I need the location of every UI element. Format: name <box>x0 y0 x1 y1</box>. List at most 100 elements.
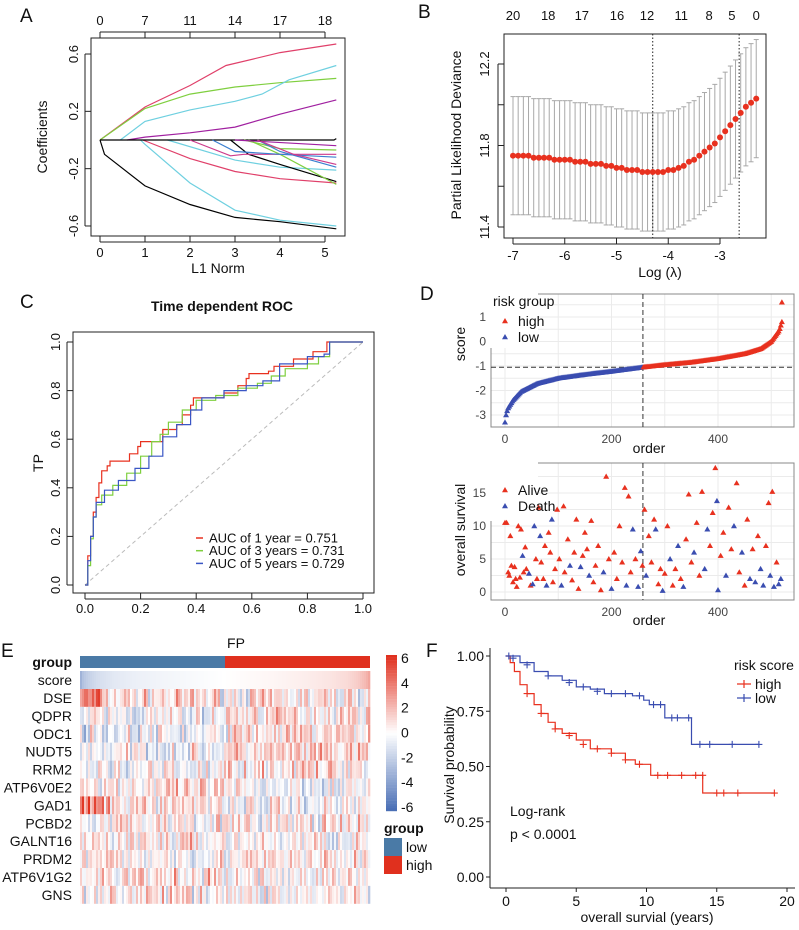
heatmap-cell <box>338 850 341 868</box>
heatmap-cell <box>284 832 287 851</box>
heatmap-cell <box>166 850 169 868</box>
heatmap-cell <box>212 760 215 779</box>
heatmap-cell <box>126 689 129 707</box>
survival-point-alive <box>619 559 626 565</box>
heatmap-cell <box>208 778 211 797</box>
heatmap-cell <box>272 850 275 868</box>
heatmap-cell <box>98 689 101 707</box>
heatmap-cell <box>342 706 345 725</box>
heatmap-cell <box>98 706 101 725</box>
heatmap-cell <box>128 760 131 779</box>
colorbar-segment <box>386 727 397 731</box>
heatmap-cell <box>304 885 307 904</box>
colorbar-segment <box>386 657 397 661</box>
heatmap-cell <box>198 724 201 743</box>
heatmap-cell <box>116 778 119 797</box>
chart-title: Time dependent ROC <box>151 298 293 314</box>
heatmap-cell <box>204 814 207 833</box>
heatmap-cell <box>288 814 291 833</box>
heatmap-cell <box>368 724 371 743</box>
survival-point-death <box>713 497 720 504</box>
heatmap-cell <box>262 742 265 761</box>
heatmap-cell <box>94 885 97 904</box>
heatmap-cell <box>136 814 139 833</box>
heatmap-cell <box>298 796 301 815</box>
coefficient-path-4 <box>99 139 337 230</box>
heatmap-cell <box>296 742 299 761</box>
heatmap-cell <box>336 742 339 761</box>
heatmap-cell <box>192 885 195 904</box>
score-cell <box>322 671 325 689</box>
colorbar-segment <box>386 655 397 658</box>
heatmap-cell <box>218 814 221 833</box>
heatmap-cell <box>140 742 143 761</box>
censor-mark <box>720 789 728 797</box>
heatmap-cell <box>340 814 343 833</box>
heatmap-cell <box>316 868 319 886</box>
heatmap-cell <box>214 796 217 815</box>
heatmap-cell <box>132 724 135 743</box>
heatmap-cell <box>154 832 157 851</box>
heatmap-cell <box>188 742 191 761</box>
heatmap-cell <box>94 724 97 743</box>
score-cell <box>232 671 235 689</box>
heatmap-cell <box>188 760 191 779</box>
heatmap-cell <box>342 885 345 904</box>
heatmap-cell <box>332 832 335 851</box>
heatmap-cell <box>94 814 97 833</box>
heatmap-cell <box>86 868 89 886</box>
heatmap-cell <box>110 796 113 815</box>
heatmap-cell <box>146 706 149 725</box>
score-cell <box>274 671 277 689</box>
heatmap-cell <box>240 742 243 761</box>
heatmap-cell <box>310 706 313 725</box>
heatmap-cell <box>212 796 215 815</box>
heatmap-cell <box>366 760 369 779</box>
panel-label-d: D <box>420 284 434 305</box>
heatmap-cell <box>366 850 369 868</box>
heatmap-cell <box>248 706 251 725</box>
heatmap-cell <box>198 689 201 707</box>
heatmap-cell <box>180 885 183 904</box>
heatmap-cell <box>304 724 307 743</box>
censor-mark <box>621 690 629 698</box>
colorbar-segment <box>386 673 397 676</box>
heatmap-cell <box>140 814 143 833</box>
deviance-point <box>525 152 532 159</box>
survival-point-death <box>531 523 538 529</box>
heatmap-cell <box>330 814 333 833</box>
heatmap-cell <box>138 778 141 797</box>
heatmap-cell <box>236 796 239 815</box>
legend-marker <box>502 318 508 324</box>
heatmap-cell <box>96 760 99 779</box>
heatmap-cell <box>82 832 85 851</box>
heatmap-cell <box>280 706 283 725</box>
heatmap-cell <box>194 760 197 779</box>
heatmap-cell <box>338 796 341 815</box>
heatmap-cell <box>326 724 329 743</box>
heatmap-cell <box>290 706 293 725</box>
deviance-point <box>608 162 615 169</box>
heatmap-cell <box>202 778 205 797</box>
heatmap-cell <box>112 689 115 707</box>
heatmap-cell <box>296 778 299 797</box>
heatmap-cell <box>102 742 105 761</box>
heatmap-cell <box>332 778 335 797</box>
heatmap-cell <box>250 850 253 868</box>
heatmap-cell <box>210 760 213 779</box>
score-cell <box>256 671 259 689</box>
heatmap-cell <box>204 760 207 779</box>
heatmap-cell <box>322 706 325 725</box>
score-cell <box>250 671 253 689</box>
heatmap-cell <box>280 868 283 886</box>
colorbar-tick-label: -6 <box>401 799 414 815</box>
score-cell <box>286 671 289 689</box>
heatmap-cell <box>282 868 285 886</box>
heatmap-cell <box>332 868 335 886</box>
heatmap-cell <box>250 868 253 886</box>
heatmap-cell <box>144 778 147 797</box>
heatmap-cell <box>114 814 117 833</box>
heatmap-cell <box>124 868 127 886</box>
score-point-high <box>777 322 784 328</box>
deviance-point <box>680 162 687 169</box>
